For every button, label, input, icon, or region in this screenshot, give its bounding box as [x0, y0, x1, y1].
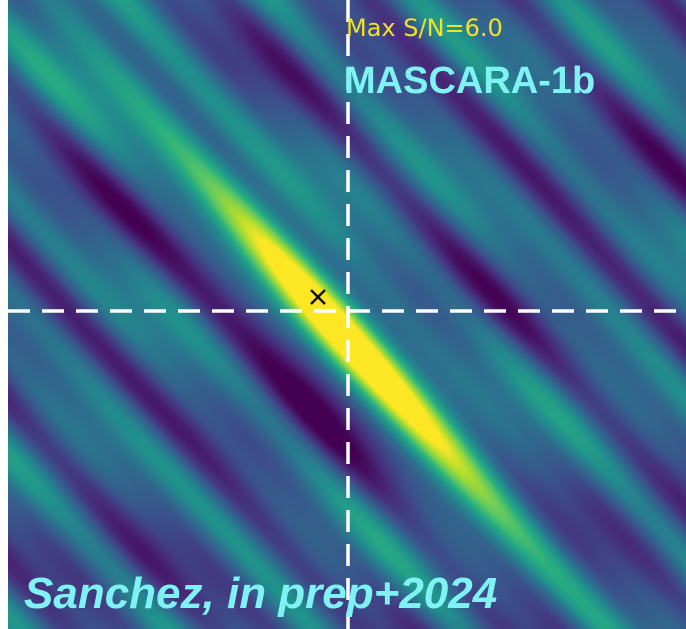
peak-marker-icon	[310, 289, 326, 305]
credit-label: Sanchez, in prep+2024	[24, 569, 497, 618]
planet-label: MASCARA-1b	[344, 60, 595, 102]
chart-overlay: Max S/N=6.0 MASCARA-1b Sanchez, in prep+…	[8, 0, 686, 629]
max-sn-label: Max S/N=6.0	[346, 14, 503, 42]
